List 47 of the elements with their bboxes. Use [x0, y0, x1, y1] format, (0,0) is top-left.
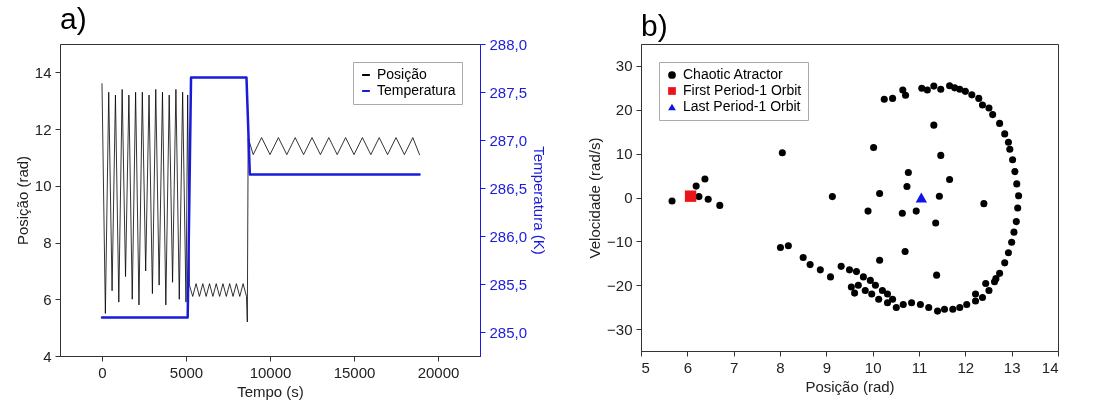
y2-tick-label: 286,5 [489, 179, 528, 197]
y-tick-label: −10 [607, 232, 633, 250]
x-tick-label: 20000 [417, 363, 460, 381]
x-tick-label: 14 [1041, 358, 1059, 376]
x-tick-label: 0 [98, 363, 107, 381]
y2-tick-label: 286,0 [489, 227, 528, 245]
x-tick-label: 5 [641, 358, 650, 376]
y-tick-label: 30 [615, 57, 633, 75]
x-tick-label: 15000 [333, 363, 376, 381]
legend-label: First Period-1 Orbit [683, 82, 802, 98]
y2-tick-label: 285,5 [489, 275, 528, 293]
y-tick-label: −20 [607, 276, 633, 294]
y-tick-label: 10 [615, 145, 633, 163]
x-axis-title: Tempo (s) [237, 382, 304, 400]
y-tick-label: 8 [43, 234, 52, 252]
y2-tick-label: 285,0 [489, 323, 528, 341]
y2-tick-label: 288,0 [489, 35, 528, 53]
legend-label: Last Period-1 Orbit [683, 98, 801, 114]
x-tick-label: 5000 [169, 363, 204, 381]
y2-tick-label: 287,0 [489, 131, 528, 149]
chart-title: b) [641, 9, 668, 42]
y-axis-title: Posição (rad) [13, 155, 31, 246]
x-tick-label: 6 [683, 358, 693, 376]
y-tick-label: 6 [43, 290, 52, 308]
y-tick-label: 12 [34, 120, 52, 138]
y2-axis-title: Temperatura (K) [531, 146, 549, 255]
y-tick-label: 20 [615, 101, 633, 119]
y-tick-label: −30 [607, 320, 633, 338]
x-tick-label: 7 [729, 358, 739, 376]
y-tick-label: 14 [34, 63, 52, 81]
x-tick-label: 11 [911, 358, 928, 376]
y-tick-label: 0 [624, 189, 633, 206]
y-tick-label: 10 [34, 177, 52, 195]
x-tick-label: 9 [822, 358, 832, 376]
y-tick-label: 4 [43, 347, 52, 365]
y-axis-title: Velocidade (rad/s) [586, 137, 604, 259]
chart-title: a) [60, 2, 87, 35]
x-tick-label: 8 [776, 358, 785, 376]
x-tick-label: 10 [864, 358, 882, 376]
x-tick-label: 13 [1003, 358, 1021, 376]
legend-label: Temperatura [377, 82, 456, 98]
legend-label: Posição [377, 66, 428, 82]
x-tick-label: 12 [957, 358, 975, 376]
x-axis-title: Posição (rad) [805, 377, 895, 395]
legend-label: Chaotic Atractor [683, 66, 783, 82]
y2-tick-label: 287,5 [489, 83, 528, 101]
x-tick-label: 10000 [249, 363, 292, 381]
